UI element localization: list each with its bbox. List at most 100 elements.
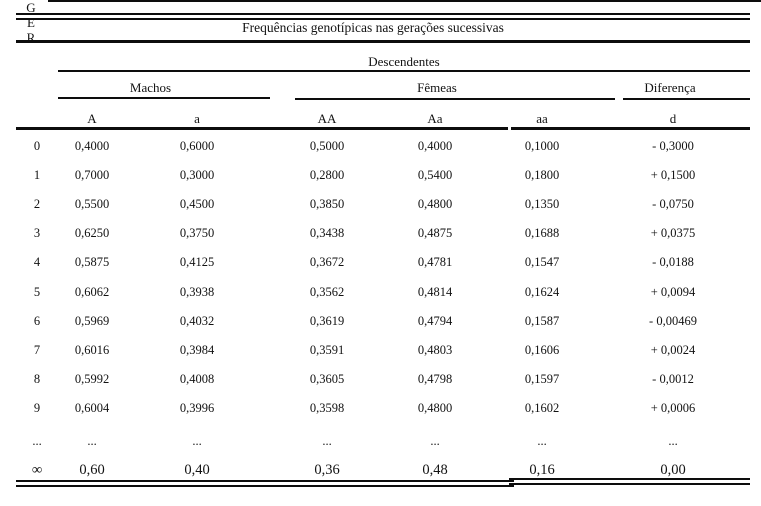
cell-machos-a: 0,4032 — [179, 314, 215, 328]
cell-femeas-AA: 0,3850 — [309, 197, 345, 211]
table-row: ∞ 0,60 0,40 0,36 0,48 0,16 0,00 — [0, 461, 761, 480]
cell-femeas-Aa: 0,4794 — [417, 314, 453, 328]
cell-femeas-aa: 0,1800 — [524, 168, 560, 182]
cell-generation: ... — [32, 434, 42, 448]
table-row: 1 0,7000 0,3000 0,2800 0,5400 0,1800 + 0… — [0, 167, 761, 184]
diferenca-underline — [623, 98, 750, 100]
table-row: 9 0,6004 0,3996 0,3598 0,4800 0,1602 + 0… — [0, 400, 761, 417]
cell-femeas-aa: 0,1602 — [524, 401, 560, 415]
cell-generation: 4 — [33, 255, 41, 269]
cell-femeas-Aa: 0,4798 — [417, 372, 453, 386]
bottom-double-rule-right-upper — [509, 478, 750, 480]
cell-femeas-aa: ... — [537, 434, 547, 448]
cell-machos-a: 0,3000 — [179, 168, 215, 182]
cell-diferenca-d: - 0,3000 — [652, 139, 694, 153]
ger-letter-g: G — [26, 0, 36, 15]
cell-machos-A: 0,5875 — [74, 255, 110, 269]
cell-machos-a: 0,4500 — [179, 197, 215, 211]
cell-diferenca-d: + 0,0094 — [650, 285, 696, 299]
cell-femeas-AA: ... — [322, 434, 332, 448]
cell-machos-a: 0,3996 — [179, 401, 215, 415]
column-header-d: d — [669, 111, 677, 126]
cell-diferenca-d: + 0,0024 — [650, 343, 696, 357]
cell-machos-a: 0,4008 — [179, 372, 215, 386]
title-bottom-rule — [16, 40, 750, 43]
cell-machos-a: 0,40 — [184, 462, 210, 478]
cell-femeas-Aa: 0,4000 — [417, 139, 453, 153]
machos-group-header: Machos — [129, 80, 172, 95]
cell-generation: 5 — [33, 285, 41, 299]
cell-generation: 1 — [33, 168, 41, 182]
cell-femeas-AA: 0,3619 — [309, 314, 345, 328]
cell-femeas-aa: 0,1688 — [524, 226, 560, 240]
generation-column-label: G E R — [0, 0, 62, 46]
cell-femeas-aa: 0,1547 — [524, 255, 560, 269]
cell-femeas-Aa: 0,48 — [422, 462, 448, 478]
top-double-rule-upper — [16, 13, 750, 15]
cell-machos-A: 0,5500 — [74, 197, 110, 211]
column-header-Aa: Aa — [427, 111, 443, 126]
cell-diferenca-d: + 0,0006 — [650, 401, 696, 415]
cell-diferenca-d: - 0,0750 — [652, 197, 694, 211]
femeas-underline — [295, 98, 615, 100]
column-header-a: a — [194, 111, 200, 126]
cell-generation: 6 — [33, 314, 41, 328]
bottom-double-rule-right-lower — [509, 483, 750, 485]
cell-machos-A: 0,60 — [79, 462, 105, 478]
bottom-double-rule-left-upper — [16, 480, 514, 482]
table-row: 8 0,5992 0,4008 0,3605 0,4798 0,1597 - 0… — [0, 371, 761, 388]
table-row: 7 0,6016 0,3984 0,3591 0,4803 0,1606 + 0… — [0, 342, 761, 359]
cell-diferenca-d: 0,00 — [660, 462, 686, 478]
cell-diferenca-d: - 0,00469 — [649, 314, 697, 328]
cell-femeas-Aa: 0,4781 — [417, 255, 453, 269]
cell-machos-a: 0,3938 — [179, 285, 215, 299]
cell-femeas-Aa: ... — [430, 434, 440, 448]
bottom-double-rule-left-lower — [16, 485, 514, 487]
cell-generation: 8 — [33, 372, 41, 386]
cell-machos-A: 0,6062 — [74, 285, 110, 299]
table-title: Frequências genotípicas nas gerações suc… — [242, 20, 504, 35]
cell-femeas-aa: 0,1624 — [524, 285, 560, 299]
cell-femeas-aa: 0,1606 — [524, 343, 560, 357]
machos-underline — [58, 97, 270, 99]
cell-femeas-aa: 0,1350 — [524, 197, 560, 211]
column-header-A: A — [87, 111, 97, 126]
cell-machos-a: 0,6000 — [179, 139, 215, 153]
cell-femeas-Aa: 0,4875 — [417, 226, 453, 240]
cell-femeas-AA: 0,3598 — [309, 401, 345, 415]
cell-machos-A: 0,5992 — [74, 372, 110, 386]
cell-machos-a: ... — [192, 434, 202, 448]
cell-generation: 9 — [33, 401, 41, 415]
cell-femeas-AA: 0,3562 — [309, 285, 345, 299]
cell-diferenca-d: - 0,0188 — [652, 255, 694, 269]
cell-generation: 7 — [33, 343, 41, 357]
column-header-aa: aa — [536, 111, 548, 126]
cell-machos-a: 0,3984 — [179, 343, 215, 357]
cell-femeas-AA: 0,3438 — [309, 226, 345, 240]
page-top-edge-line — [48, 0, 761, 2]
cell-machos-a: 0,4125 — [179, 255, 215, 269]
cell-femeas-AA: 0,3672 — [309, 255, 345, 269]
table-row: 4 0,5875 0,4125 0,3672 0,4781 0,1547 - 0… — [0, 254, 761, 271]
table-row: ... ... ... ... ... ... ... — [0, 433, 761, 450]
table-row: 3 0,6250 0,3750 0,3438 0,4875 0,1688 + 0… — [0, 225, 761, 242]
table-row: 5 0,6062 0,3938 0,3562 0,4814 0,1624 + 0… — [0, 284, 761, 301]
cell-machos-A: 0,7000 — [74, 168, 110, 182]
cell-machos-A: ... — [87, 434, 97, 448]
table-row: 2 0,5500 0,4500 0,3850 0,4800 0,1350 - 0… — [0, 196, 761, 213]
cell-femeas-Aa: 0,4803 — [417, 343, 453, 357]
cell-machos-a: 0,3750 — [179, 226, 215, 240]
cell-machos-A: 0,6250 — [74, 226, 110, 240]
cell-diferenca-d: + 0,1500 — [650, 168, 696, 182]
cell-generation: ∞ — [31, 462, 43, 478]
cell-femeas-Aa: 0,5400 — [417, 168, 453, 182]
cell-femeas-AA: 0,3591 — [309, 343, 345, 357]
descendentes-group-header: Descendentes — [368, 54, 440, 69]
cell-femeas-AA: 0,36 — [314, 462, 340, 478]
table-row: 6 0,5969 0,4032 0,3619 0,4794 0,1587 - 0… — [0, 313, 761, 330]
cell-diferenca-d: ... — [668, 434, 678, 448]
cell-femeas-Aa: 0,4800 — [417, 197, 453, 211]
cell-femeas-AA: 0,2800 — [309, 168, 345, 182]
cell-femeas-aa: 0,1587 — [524, 314, 560, 328]
